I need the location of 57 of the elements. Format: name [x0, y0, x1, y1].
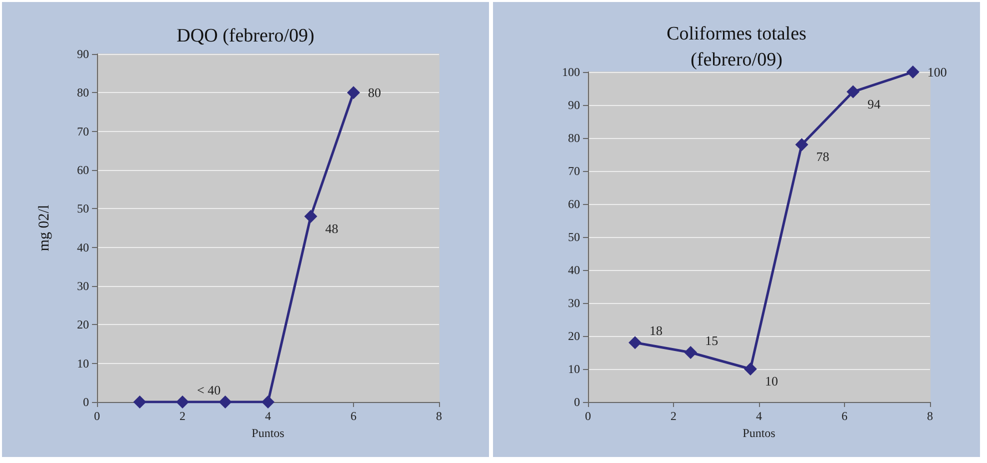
x-tick-label: 8: [927, 409, 933, 423]
x-tick-label: 0: [94, 409, 100, 423]
point: [846, 85, 860, 98]
y-axis-title: mg 02/l: [36, 204, 52, 252]
data-label: 10: [764, 374, 778, 388]
point: [906, 66, 920, 78]
data-label: 78: [816, 149, 830, 164]
data-label: 94: [868, 96, 882, 112]
y-tick-label: 50: [77, 202, 89, 216]
data-label: 15: [705, 333, 718, 348]
x-tick-label: 8: [436, 409, 442, 423]
y-tick-label: 60: [77, 163, 89, 177]
point: [218, 396, 232, 408]
x-tick-label: 0: [585, 409, 591, 423]
y-tick-label: 100: [562, 65, 580, 79]
y-tick-label: 30: [77, 279, 89, 293]
x-tick-label: 4: [265, 409, 271, 423]
x-tick-label: 6: [350, 409, 356, 423]
y-tick-label: 10: [77, 356, 89, 370]
y-tick-label: 70: [77, 124, 89, 138]
y-tick-label: 30: [568, 296, 580, 310]
point: [262, 396, 274, 408]
x-tick-label: 6: [842, 409, 848, 423]
y-tick-label: 80: [77, 86, 89, 100]
y-tick-label: 20: [568, 329, 580, 343]
chart-title: DQO (febrero/09): [176, 26, 314, 46]
point: [133, 396, 146, 408]
y-tick-label: 60: [568, 197, 580, 211]
y-tick-label: 80: [568, 131, 580, 145]
data-label: 100: [927, 64, 947, 80]
point: [684, 346, 698, 359]
y-tick-label: 20: [77, 318, 89, 332]
x-axis-title: Puntos: [742, 426, 776, 440]
y-tick-label: 0: [83, 395, 89, 409]
y-tick-label: 40: [568, 263, 580, 277]
y-tick-label: 40: [77, 240, 89, 254]
data-label: 18: [650, 323, 663, 338]
y-tick-label: 90: [568, 98, 580, 112]
y-tick-label: 10: [568, 362, 580, 376]
y-tick-label: 50: [568, 230, 580, 244]
data-label: 48: [325, 220, 338, 236]
point: [347, 86, 360, 100]
data-label: < 40: [197, 382, 221, 398]
point: [176, 396, 189, 408]
point: [628, 336, 642, 350]
chart-title: Coliformes totales (febrero/09): [666, 24, 806, 70]
x-tick-label: 2: [670, 409, 676, 423]
y-tick-label: 90: [77, 47, 89, 61]
point: [744, 362, 757, 376]
x-tick-label: 4: [756, 409, 762, 423]
point: [304, 210, 318, 223]
x-tick-label: 2: [180, 409, 186, 423]
x-axis-title: Puntos: [252, 426, 285, 440]
point: [795, 138, 808, 152]
data-label: 80: [368, 85, 381, 100]
y-tick-label: 0: [574, 395, 580, 409]
y-tick-label: 70: [568, 164, 580, 178]
